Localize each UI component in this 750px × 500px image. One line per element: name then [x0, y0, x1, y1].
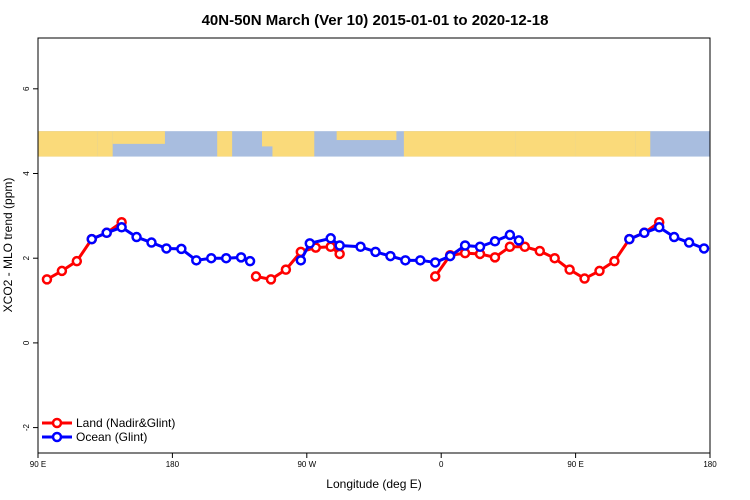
- y-axis: -2 0 2 4 6: [22, 86, 38, 431]
- legend-label-ocean: Ocean (Glint): [76, 430, 147, 444]
- data-point: [489, 252, 501, 263]
- x-tick-label: 180: [703, 460, 717, 469]
- data-point: [519, 241, 531, 253]
- data-point: [668, 231, 680, 243]
- x-tick-label: 90 E: [30, 460, 46, 469]
- plot-frame: [37, 37, 711, 454]
- data-point: [549, 252, 560, 264]
- data-point: [489, 236, 501, 247]
- data-point: [146, 237, 157, 248]
- data-point: [244, 255, 256, 267]
- data-point: [56, 265, 68, 277]
- map-land-patch: [403, 131, 516, 157]
- data-point: [205, 252, 217, 264]
- map-land-patch: [262, 131, 277, 147]
- data-point: [429, 257, 441, 268]
- data-point: [161, 243, 172, 254]
- map-land-patch: [112, 131, 165, 144]
- data-point: [191, 255, 202, 266]
- data-point: [370, 246, 381, 258]
- data-point: [131, 231, 142, 243]
- x-tick-label: 0: [439, 460, 444, 469]
- map-land-patch: [38, 131, 98, 157]
- data-point: [250, 271, 262, 282]
- series-land: [41, 216, 665, 285]
- data-point: [579, 273, 590, 284]
- legend-label-land: Land (Nadir&Glint): [76, 416, 175, 430]
- chart-title: 40N-50N March (Ver 10) 2015-01-01 to 202…: [202, 12, 549, 29]
- data-point: [334, 240, 345, 251]
- map-band: [38, 131, 710, 157]
- data-point: [265, 274, 277, 285]
- data-point: [429, 271, 441, 282]
- map-land-patch: [515, 131, 576, 157]
- map-land-patch: [272, 131, 315, 157]
- map-land-patch: [635, 131, 651, 157]
- data-point: [385, 250, 396, 262]
- map-land-patch: [575, 131, 636, 157]
- data-point: [444, 250, 456, 262]
- data-point: [624, 233, 635, 245]
- data-point: [334, 248, 345, 260]
- data-point: [235, 252, 247, 263]
- x-axis: 90 E 180 90 W 0 90 E 180: [30, 453, 717, 469]
- data-point: [504, 241, 516, 253]
- legend-marker-land: [51, 417, 63, 429]
- data-point: [71, 255, 83, 267]
- legend-item-land: Land (Nadir&Glint): [42, 416, 175, 430]
- data-point: [304, 238, 316, 249]
- data-point: [639, 227, 650, 239]
- data-point: [176, 243, 187, 255]
- data-point: [534, 245, 546, 257]
- data-point: [400, 255, 411, 266]
- y-tick-label: 4: [22, 171, 31, 176]
- data-point: [355, 241, 366, 253]
- legend-item-ocean: Ocean (Glint): [42, 430, 147, 444]
- data-point: [86, 233, 98, 245]
- data-point: [504, 229, 516, 241]
- data-point: [325, 233, 336, 244]
- data-point: [474, 241, 486, 253]
- data-point: [116, 222, 127, 233]
- data-point: [698, 243, 710, 254]
- y-tick-label: 6: [22, 86, 31, 91]
- x-axis-label: Longitude (deg E): [326, 477, 421, 491]
- data-point: [513, 235, 525, 246]
- x-tick-label: 90 E: [567, 460, 583, 469]
- map-land-patch: [336, 131, 397, 141]
- x-tick-label: 90 W: [297, 460, 316, 469]
- data-point: [295, 255, 307, 266]
- data-point: [594, 265, 605, 277]
- series-layer: [41, 216, 710, 285]
- data-point: [609, 255, 620, 267]
- data-point: [415, 255, 426, 266]
- legend-marker-ocean: [51, 431, 63, 443]
- legend: Land (Nadir&Glint) Ocean (Glint): [42, 416, 175, 444]
- y-tick-label: 2: [22, 255, 31, 260]
- data-point: [325, 241, 336, 253]
- map-band-land: [38, 131, 651, 157]
- series-ocean: [86, 222, 710, 268]
- data-point: [459, 240, 471, 251]
- data-point: [653, 222, 665, 233]
- map-land-patch: [217, 131, 233, 157]
- x-tick-label: 180: [166, 460, 180, 469]
- y-tick-label: 0: [22, 340, 31, 345]
- data-point: [41, 274, 53, 285]
- data-point: [280, 264, 292, 275]
- data-point: [101, 227, 112, 239]
- series-line: [299, 233, 520, 264]
- y-axis-label: XCO2 - MLO trend (ppm): [1, 178, 15, 313]
- map-land-patch: [97, 131, 113, 157]
- data-point: [564, 264, 575, 275]
- y-tick-label: -2: [22, 423, 31, 431]
- data-point: [220, 252, 232, 264]
- series-line: [434, 220, 661, 281]
- data-point: [683, 237, 695, 248]
